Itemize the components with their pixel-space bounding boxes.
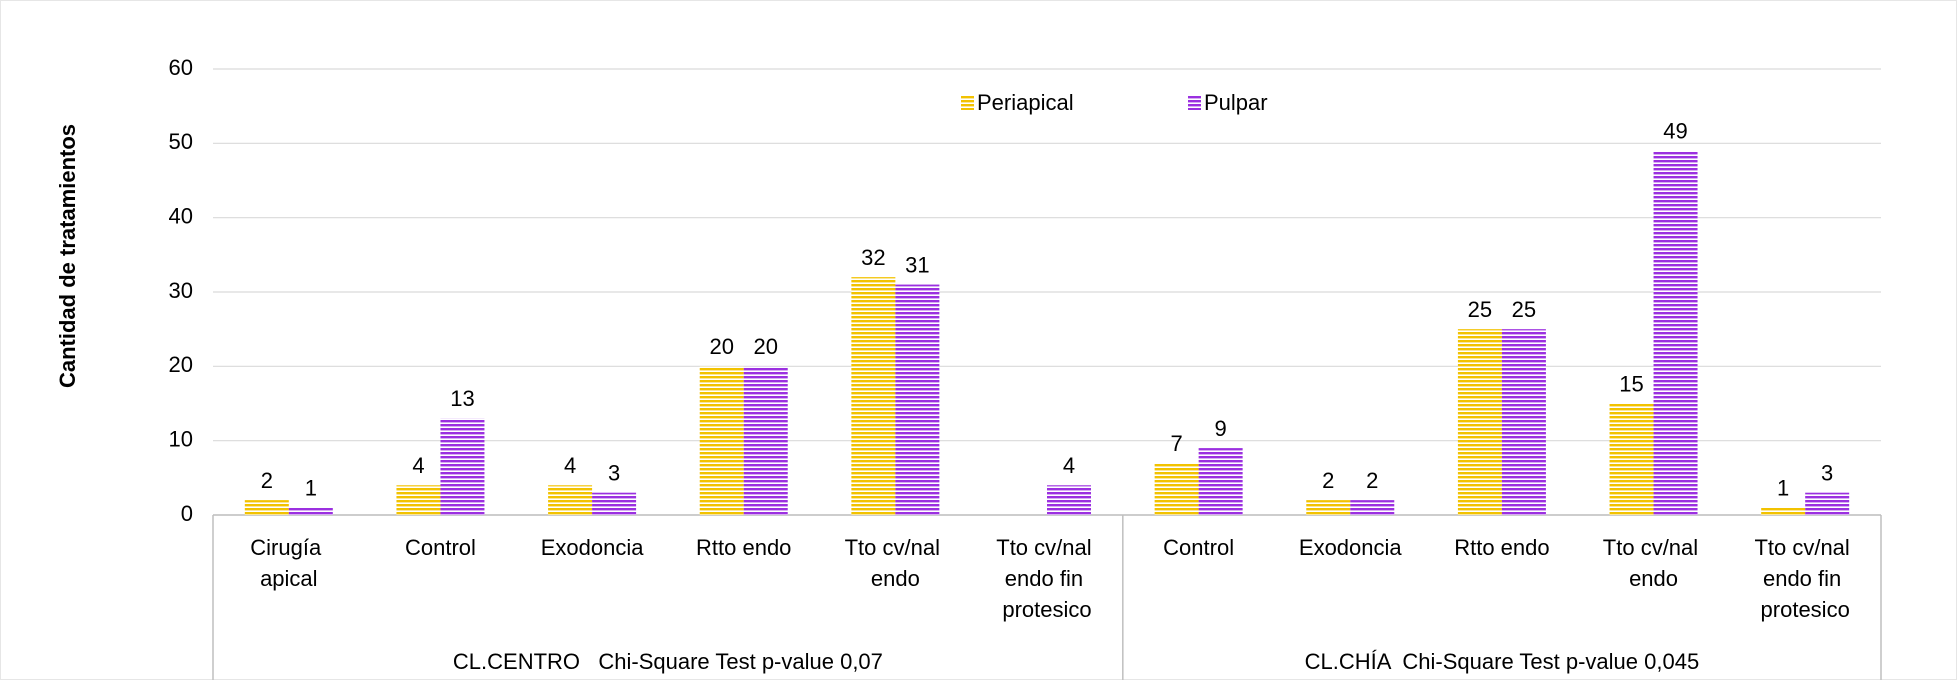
bar	[548, 485, 593, 515]
x-tick-label: Exodoncia	[541, 535, 645, 560]
group-label: CL.CHÍA Chi-Square Test p-value 0,045	[1305, 649, 1700, 674]
legend-label: Pulpar	[1204, 90, 1268, 115]
y-tick-label: 40	[169, 203, 193, 228]
data-label: 4	[1063, 453, 1075, 478]
y-tick-label: 30	[169, 278, 193, 303]
bar	[895, 284, 940, 515]
x-tick-label: Control	[1163, 535, 1234, 560]
bar	[743, 366, 788, 515]
bar	[1761, 507, 1806, 515]
data-label: 13	[450, 386, 474, 411]
data-label: 2	[1322, 468, 1334, 493]
y-tick-label: 10	[169, 426, 193, 451]
x-tick-label: Tto cv/nal endo	[1603, 535, 1704, 591]
group-label: CL.CENTRO Chi-Square Test p-value 0,07	[453, 649, 883, 674]
data-label: 15	[1619, 371, 1643, 396]
y-tick-label: 50	[169, 129, 193, 154]
bar	[699, 366, 744, 515]
legend-swatch	[1188, 96, 1201, 110]
bar	[1457, 329, 1502, 515]
x-tick-label: Exodoncia	[1299, 535, 1403, 560]
data-label: 3	[1821, 461, 1833, 486]
bar	[1047, 485, 1091, 515]
data-label: 25	[1512, 297, 1536, 322]
bar	[396, 485, 441, 515]
x-tick-label: Rtto endo	[696, 535, 791, 560]
x-tick-label: Cirugía apical	[250, 535, 327, 591]
bar	[1198, 448, 1243, 515]
data-label: 20	[753, 334, 777, 359]
bar	[1805, 492, 1850, 515]
legend-swatch	[961, 96, 974, 110]
data-label: 2	[261, 468, 273, 493]
y-tick-label: 0	[181, 501, 193, 526]
data-label: 1	[1777, 475, 1789, 500]
data-label: 7	[1171, 431, 1183, 456]
bar	[1306, 500, 1351, 515]
x-tick-label: Tto cv/nal endo fin protesico	[1754, 535, 1855, 622]
data-label: 49	[1663, 119, 1687, 144]
legend-label: Periapical	[977, 90, 1074, 115]
data-label: 2	[1366, 468, 1378, 493]
bar	[1154, 462, 1199, 515]
x-tick-label: Rtto endo	[1454, 535, 1549, 560]
data-label: 31	[905, 252, 929, 277]
bar	[244, 500, 289, 515]
data-label: 9	[1215, 416, 1227, 441]
bar	[440, 418, 485, 515]
x-tick-label: Tto cv/nal endo	[845, 535, 946, 591]
y-tick-label: 60	[169, 55, 193, 80]
bar	[1609, 403, 1654, 515]
data-label: 1	[305, 475, 317, 500]
bar	[1653, 150, 1698, 515]
data-label: 4	[412, 453, 424, 478]
y-axis-label: Cantidad de tratamientos	[55, 124, 80, 388]
data-label: 25	[1468, 297, 1492, 322]
x-tick-label: Tto cv/nal endo fin protesico	[996, 535, 1097, 622]
data-label: 20	[709, 334, 733, 359]
bar	[592, 492, 637, 515]
data-label: 4	[564, 453, 576, 478]
y-tick-label: 20	[169, 352, 193, 377]
bar	[1350, 500, 1395, 515]
bar	[1501, 329, 1546, 515]
data-label: 3	[608, 461, 620, 486]
bar	[851, 277, 896, 515]
data-label: 32	[861, 245, 885, 270]
x-tick-label: Control	[405, 535, 476, 560]
bar	[288, 507, 333, 515]
